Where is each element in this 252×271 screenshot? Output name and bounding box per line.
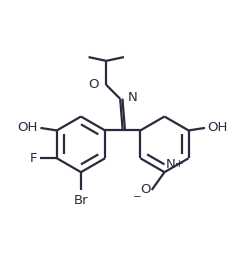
Text: O: O <box>88 78 99 91</box>
Text: Br: Br <box>73 194 88 207</box>
Text: OH: OH <box>17 121 38 134</box>
Text: +: + <box>174 159 183 169</box>
Text: O: O <box>139 183 150 196</box>
Text: N: N <box>165 158 175 171</box>
Text: OH: OH <box>207 121 227 134</box>
Text: −: − <box>132 192 141 202</box>
Text: F: F <box>30 152 37 165</box>
Text: N: N <box>127 91 137 104</box>
